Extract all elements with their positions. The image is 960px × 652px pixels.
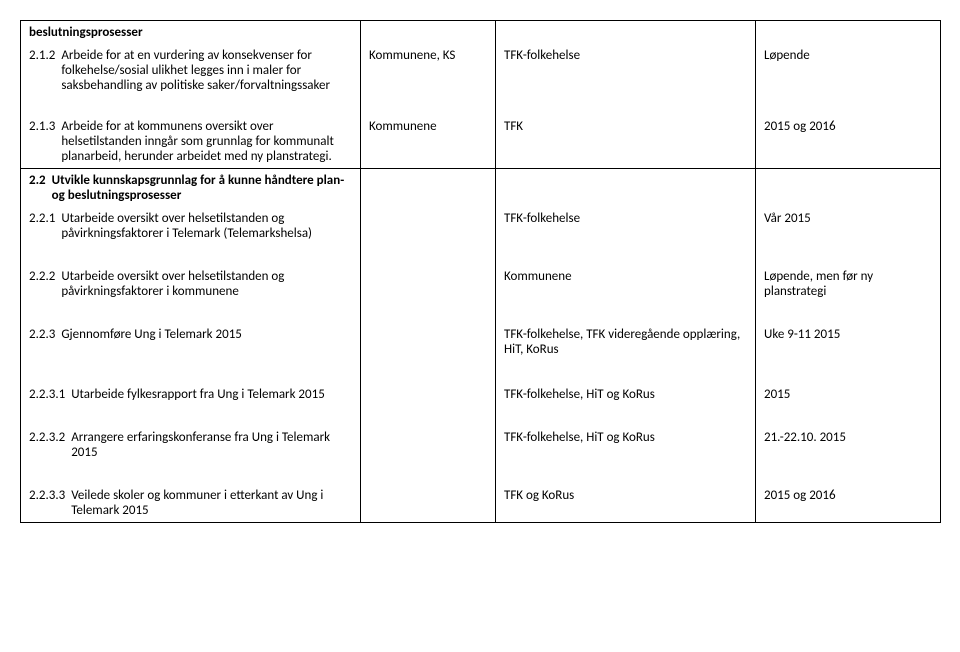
row-2-1-3: 2.1.3 Arbeide for at kommunens oversikt … xyxy=(21,115,941,169)
row-2-2-2: 2.2.2 Utarbeide oversikt over helsetilst… xyxy=(21,265,941,303)
item-number: 2.2.3.2 xyxy=(29,430,65,445)
item-number: 2.2.1 xyxy=(29,211,55,226)
row-2-2-3: 2.2.3 Gjennomføre Ung i Telemark 2015 TF… xyxy=(21,323,941,361)
row-2-2-3-1: 2.2.3.1 Utarbeide fylkesrapport fra Ung … xyxy=(21,383,941,406)
item-number: 2.2.3.1 xyxy=(29,387,65,402)
cell-col3: TFK-folkehelse xyxy=(496,44,756,97)
cell-col3: TFK-folkehelse xyxy=(496,207,756,245)
cell-col4: Vår 2015 xyxy=(756,207,941,245)
row-2-1-2: 2.1.2 Arbeide for at en vurdering av kon… xyxy=(21,44,941,97)
cell-col2 xyxy=(361,383,496,406)
cell-col4: 2015 xyxy=(756,383,941,406)
cell-col4: Løpende xyxy=(756,44,941,97)
cell-col2 xyxy=(361,323,496,361)
cell-col3: TFK-folkehelse, TFK videregående opplæri… xyxy=(496,323,756,361)
item-text: Arbeide for at en vurdering av konsekven… xyxy=(61,48,352,93)
cell-col3: Kommunene xyxy=(496,265,756,303)
cell-col3: TFK-folkehelse, HiT og KoRus xyxy=(496,383,756,406)
spacer-row xyxy=(21,406,941,426)
row-2-2-1: 2.2.1 Utarbeide oversikt over helsetilst… xyxy=(21,207,941,245)
cell-col2 xyxy=(361,426,496,464)
cell-col2 xyxy=(361,207,496,245)
header-label: beslutningsprosesser xyxy=(29,25,143,40)
plan-table: beslutningsprosesser 2.1.2 Arbeide for a… xyxy=(20,20,941,523)
item-text: Utarbeide oversikt over helsetilstanden … xyxy=(61,211,352,241)
item-number: 2.2.2 xyxy=(29,269,55,284)
spacer-row xyxy=(21,245,941,265)
cell-col2: Kommunene, KS xyxy=(361,44,496,97)
cell-col2 xyxy=(361,265,496,303)
section-title: Utvikle kunnskapsgrunnlag for å kunne hå… xyxy=(52,173,352,203)
item-text: Arbeide for at kommunens oversikt over h… xyxy=(61,119,352,164)
item-text: Gjennomføre Ung i Telemark 2015 xyxy=(61,327,242,342)
spacer-row xyxy=(21,361,941,383)
cell-col3: TFK xyxy=(496,115,756,169)
cell-col4: 21.-22.10. 2015 xyxy=(756,426,941,464)
item-text: Arrangere erfaringskonferanse fra Ung i … xyxy=(71,430,352,460)
cell-col4: 2015 og 2016 xyxy=(756,484,941,523)
item-number: 2.1.3 xyxy=(29,119,55,134)
row-2-2-3-3: 2.2.3.3 Veilede skoler og kommuner i ett… xyxy=(21,484,941,523)
cell-col4: Uke 9-11 2015 xyxy=(756,323,941,361)
cell-col3: TFK og KoRus xyxy=(496,484,756,523)
section-number: 2.2 xyxy=(29,173,46,188)
section-2-2-title: 2.2 Utvikle kunnskapsgrunnlag for å kunn… xyxy=(21,169,941,208)
header-row: beslutningsprosesser xyxy=(21,21,941,45)
spacer-row xyxy=(21,97,941,115)
item-text: Utarbeide fylkesrapport fra Ung i Telema… xyxy=(71,387,325,402)
item-number: 2.2.3 xyxy=(29,327,55,342)
cell-col2: Kommunene xyxy=(361,115,496,169)
cell-col4: Løpende, men før ny planstrategi xyxy=(756,265,941,303)
item-text: Utarbeide oversikt over helsetilstanden … xyxy=(61,269,352,299)
cell-col4: 2015 og 2016 xyxy=(756,115,941,169)
cell-col2 xyxy=(361,484,496,523)
cell-col3: TFK-folkehelse, HiT og KoRus xyxy=(496,426,756,464)
item-text: Veilede skoler og kommuner i etterkant a… xyxy=(71,488,352,518)
row-2-2-3-2: 2.2.3.2 Arrangere erfaringskonferanse fr… xyxy=(21,426,941,464)
item-number: 2.2.3.3 xyxy=(29,488,65,503)
spacer-row xyxy=(21,303,941,323)
spacer-row xyxy=(21,464,941,484)
item-number: 2.1.2 xyxy=(29,48,55,63)
